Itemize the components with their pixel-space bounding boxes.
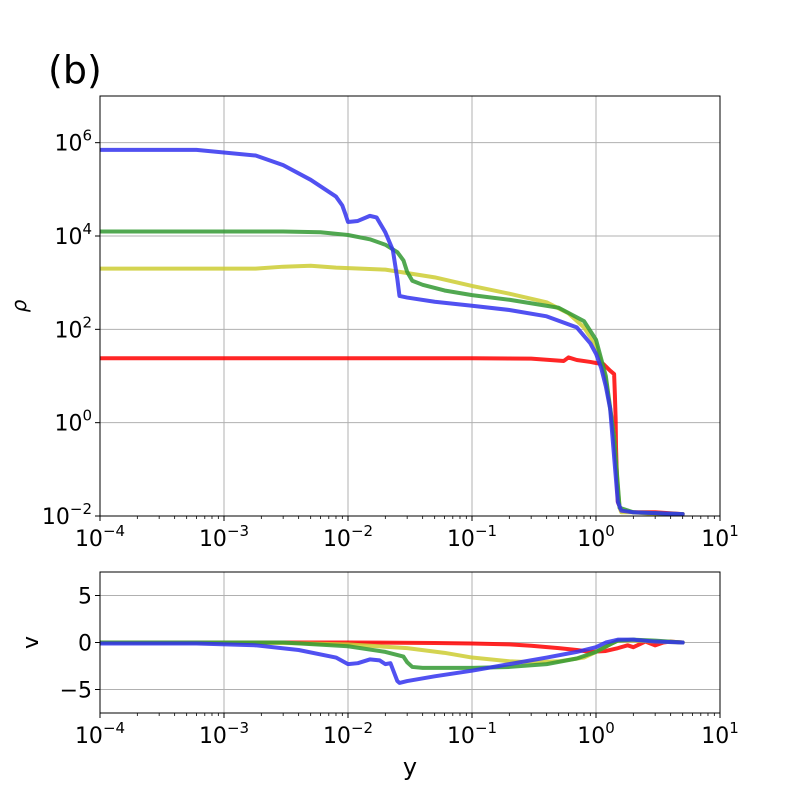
- v-y-axis-label: v: [19, 636, 44, 649]
- velocity-plot: 10−4 10−3 10−2 10−1 100 101 5 0 −5 v y: [19, 571, 739, 781]
- rho-x-tick-label: 100: [577, 522, 615, 552]
- v-y-tick-label: 0: [78, 632, 92, 657]
- rho-series-line-3: [100, 229, 685, 516]
- v-series-line-4: [100, 637, 685, 685]
- v-x-tick-label: 10−4: [75, 719, 125, 749]
- rho-y-tick-label: 10−2: [42, 500, 92, 530]
- rho-y-axis-label: ρ: [7, 299, 31, 312]
- v-x-tick-label: 100: [577, 719, 615, 749]
- rho-series-line-1: [100, 355, 685, 516]
- density-plot: 10−4 10−3 10−2 10−1 100 101 10−2 100 102 104 106 ρ: [7, 95, 739, 552]
- rho-plot-frame: [99, 95, 721, 517]
- rho-y-tick-label: 100: [54, 407, 92, 437]
- v-y-tick-label: −5: [60, 679, 92, 704]
- v-x-tick-label: 10−3: [199, 719, 249, 749]
- panel-label: (b): [48, 48, 102, 92]
- rho-series-line-4: [100, 147, 685, 516]
- rho-x-tick-label: 101: [701, 522, 739, 552]
- v-x-axis-label: y: [403, 753, 417, 781]
- v-x-tick-label: 10−1: [447, 719, 497, 749]
- v-y-tick-label: 5: [78, 585, 92, 610]
- rho-series-line-2: [100, 263, 685, 516]
- rho-y-tick-label: 102: [54, 313, 92, 343]
- rho-y-tick-label: 106: [54, 127, 92, 157]
- rho-x-tick-label: 10−4: [75, 522, 125, 552]
- rho-x-tick-label: 10−3: [199, 522, 249, 552]
- v-x-tick-label: 101: [701, 719, 739, 749]
- v-x-tick-label: 10−2: [323, 719, 373, 749]
- rho-x-tick-label: 10−2: [323, 522, 373, 552]
- rho-x-tick-label: 10−1: [447, 522, 497, 552]
- rho-y-tick-label: 104: [54, 220, 92, 250]
